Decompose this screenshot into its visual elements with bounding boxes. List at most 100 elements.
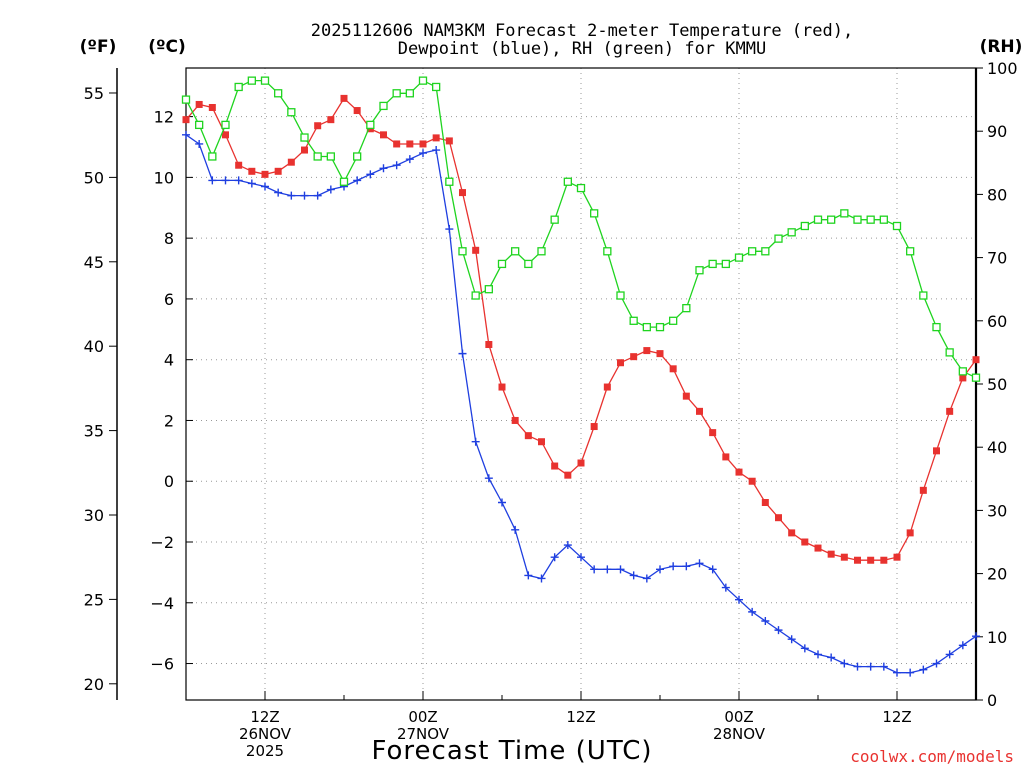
relative-humidity-point — [234, 82, 243, 92]
chart-title-line-1: 2025112606 NAM3KM Forecast 2-meter Tempe… — [311, 21, 853, 41]
dewpoint-point — [774, 626, 783, 635]
relative-humidity-point — [471, 291, 480, 300]
c-tick-label: 2 — [164, 411, 174, 430]
dewpoint-point — [735, 595, 743, 604]
dewpoint-point — [182, 130, 190, 139]
relative-humidity-point — [642, 322, 651, 332]
relative-humidity-point — [379, 101, 388, 111]
temperature-point — [919, 486, 927, 494]
c-tick-label: 8 — [164, 229, 174, 248]
relative-humidity-point — [721, 259, 730, 269]
rh-ticks: 0 10 20 30 40 50 60 70 80 90 100 — [976, 59, 1018, 710]
dewpoint-point — [379, 164, 388, 173]
temperature-series — [182, 94, 980, 564]
relative-humidity-point — [655, 322, 665, 332]
relative-humidity-point — [287, 108, 296, 117]
dewpoint-point — [932, 659, 941, 668]
x-tick-label: 00Z — [408, 708, 437, 726]
relative-humidity-point — [669, 316, 678, 325]
temperature-point — [235, 161, 243, 169]
temperature-point — [827, 550, 835, 558]
temperature-point — [590, 423, 598, 431]
temperature-point — [669, 365, 677, 373]
f-tick-label: 55 — [84, 84, 104, 103]
dewpoint-point — [656, 565, 664, 574]
x-tick-label: 2025 — [246, 742, 284, 760]
temperature-point — [946, 407, 954, 415]
relative-humidity-point — [616, 291, 625, 300]
dewpoint-point — [524, 571, 533, 580]
relative-humidity-point — [313, 152, 322, 161]
x-tick-label: 12Z — [566, 708, 595, 726]
relative-humidity-point — [550, 215, 559, 224]
dewpoint-point — [261, 182, 269, 191]
relative-humidity-point — [208, 152, 217, 161]
temperature-point — [445, 137, 453, 145]
dewpoint-point — [893, 668, 901, 677]
temperature-point — [854, 556, 861, 564]
dewpoint-point — [208, 176, 217, 185]
temperature-point — [182, 116, 190, 124]
relative-humidity-point — [247, 76, 256, 85]
temperature-point — [735, 468, 743, 476]
rh-tick-label: 30 — [987, 501, 1007, 520]
relative-humidity-point — [405, 89, 414, 98]
relative-humidity-point — [497, 259, 507, 269]
dewpoint-point — [800, 644, 809, 653]
dewpoint-point — [590, 565, 599, 574]
dewpoint-point — [563, 541, 572, 550]
temperature-point — [775, 514, 782, 522]
c-tick-label: −6 — [150, 655, 174, 674]
temperature-point — [432, 134, 440, 142]
temperature-point — [761, 499, 769, 506]
dewpoint-point — [471, 437, 480, 446]
rh-tick-label: 20 — [987, 565, 1007, 584]
c-tick-label: 6 — [164, 290, 174, 309]
temperature-point — [419, 140, 427, 148]
celsius-axis-unit: (ºC) — [148, 37, 186, 57]
relative-humidity-point — [761, 247, 770, 256]
temperature-point — [814, 544, 822, 552]
dewpoint-point — [432, 146, 441, 155]
dewpoint-point — [919, 665, 928, 674]
relative-humidity-point — [906, 247, 915, 256]
temperature-point — [643, 347, 651, 355]
temperature-point — [222, 131, 229, 139]
f-tick-label: 30 — [84, 506, 104, 525]
temperature-point — [656, 350, 664, 358]
temperature-point — [485, 341, 493, 348]
dewpoint-point — [405, 155, 414, 164]
gridlines — [186, 68, 976, 700]
relative-humidity-point — [919, 291, 928, 300]
dewpoint-point — [866, 662, 875, 671]
x-tick-label: 27NOV — [397, 725, 450, 743]
chart-title-line-2: Dewpoint (blue), RH (green) for KMMU — [398, 39, 766, 59]
f-tick-label: 50 — [84, 168, 104, 187]
dewpoint-point — [787, 635, 796, 644]
rh-tick-label: 80 — [987, 185, 1007, 204]
relative-humidity-point — [274, 89, 283, 98]
dewpoint-point — [445, 225, 454, 234]
dewpoint-point — [669, 562, 678, 571]
relative-humidity-series — [181, 76, 981, 382]
relative-humidity-point — [958, 367, 967, 376]
dewpoint-point — [748, 607, 757, 616]
relative-humidity-point — [326, 152, 335, 161]
temperature-point — [906, 529, 914, 537]
dewpoint-point — [392, 161, 401, 170]
relative-humidity-point — [366, 120, 375, 130]
dewpoint-point — [695, 559, 704, 568]
relative-humidity-point — [892, 221, 902, 231]
rh-tick-label: 10 — [987, 628, 1007, 647]
temperature-point — [472, 246, 480, 254]
temperature-point — [301, 146, 308, 154]
relative-humidity-point — [511, 247, 520, 256]
relative-humidity-point — [445, 177, 454, 186]
relative-humidity-point — [853, 215, 862, 224]
dewpoint-point — [761, 617, 770, 625]
temperature-point — [682, 392, 690, 400]
dewpoint-point — [326, 185, 335, 194]
relative-humidity-point — [695, 266, 704, 275]
rh-tick-label: 70 — [987, 249, 1007, 268]
temperature-point — [261, 170, 269, 178]
